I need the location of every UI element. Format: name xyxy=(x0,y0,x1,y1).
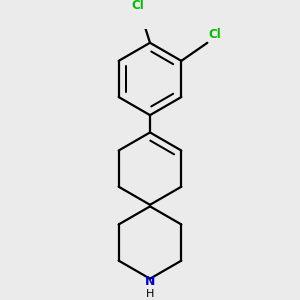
Text: N: N xyxy=(145,275,155,288)
Text: Cl: Cl xyxy=(208,28,221,41)
Text: Cl: Cl xyxy=(132,0,144,11)
Text: H: H xyxy=(146,289,154,299)
